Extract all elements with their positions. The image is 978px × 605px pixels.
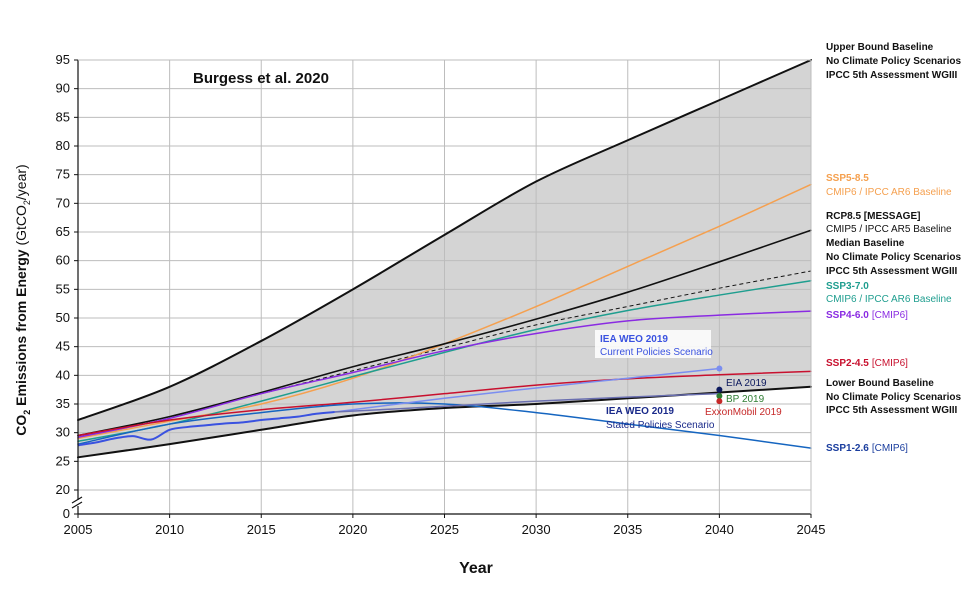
y-axis-title-unit-a: (GtCO <box>13 205 29 246</box>
legend-ssp370-line-1: SSP3-7.0 <box>826 281 869 292</box>
y-tick-label-30: 30 <box>56 425 70 440</box>
legend-upper-line-3: IPCC 5th Assessment WGIII <box>826 70 958 81</box>
plot-area <box>77 59 812 514</box>
point-marker-exxonmobil <box>716 398 723 405</box>
x-tick-label-2040: 2040 <box>705 522 734 537</box>
legend-upper-line-1: Upper Bound Baseline <box>826 42 934 53</box>
legend-ssp126: SSP1-2.6 [CMIP6] <box>826 443 908 454</box>
x-tick-label-2045: 2045 <box>797 522 826 537</box>
y-tick-label-55: 55 <box>56 281 70 296</box>
x-tick-label-2025: 2025 <box>430 522 459 537</box>
legend-lower-line-2: No Climate Policy Scenarios <box>826 392 961 403</box>
annotation-iea-stated-policies: IEA WEO 2019 Stated Policies Scenario <box>606 406 715 431</box>
y-tick-label-20: 20 <box>56 482 70 497</box>
x-tick-label-2030: 2030 <box>522 522 551 537</box>
y-tick-label-0: 0 <box>63 506 70 521</box>
chart-title: Burgess et al. 2020 <box>193 70 329 87</box>
legend-upper-bound: Upper Bound Baseline No Climate Policy S… <box>826 42 961 81</box>
y-tick-label-45: 45 <box>56 339 70 354</box>
legend-lower-line-3: IPCC 5th Assessment WGIII <box>826 405 958 416</box>
y-axis-title-co: CO <box>13 415 29 436</box>
legend-ssp245-label: SSP2-4.5 [CMIP6] <box>826 358 908 369</box>
y-tick-label-40: 40 <box>56 367 70 382</box>
iea-scenario-end-point-1 <box>716 365 723 372</box>
annotation-iea-current-policies: IEA WEO 2019 Current Policies Scenario <box>595 330 713 358</box>
legend-rcp85-line-1: RCP8.5 [MESSAGE] <box>826 211 920 222</box>
annotation-iea-stated-line-2: Stated Policies Scenario <box>606 420 715 431</box>
legend-ssp245: SSP2-4.5 [CMIP6] <box>826 358 908 369</box>
legend-ssp585-line-1: SSP5-8.5 <box>826 173 869 184</box>
legend-ssp460-label: SSP4-6.0 [CMIP6] <box>826 310 908 321</box>
legend-ssp126-name: SSP1-2.6 <box>826 443 869 454</box>
x-tick-label-2005: 2005 <box>64 522 93 537</box>
y-tick-label-90: 90 <box>56 81 70 96</box>
legend-ssp126-label: SSP1-2.6 [CMIP6] <box>826 443 908 454</box>
y-axis-title-rest: Emissions from Energy <box>13 246 29 410</box>
axis-break-gap <box>72 500 84 506</box>
annotation-iea-current-bg <box>595 330 711 358</box>
point-marker-bp <box>716 392 723 399</box>
series-line-ssp126 <box>77 402 812 449</box>
series-line-upper-bound <box>77 59 812 422</box>
y-tick-label-95: 95 <box>56 52 70 67</box>
x-tick-label-2010: 2010 <box>155 522 184 537</box>
axes: 2005 2010 2015 2020 2025 2030 2035 2040 20450202… <box>56 52 826 537</box>
x-tick-label-2035: 2035 <box>613 522 642 537</box>
historical-emissions-line <box>77 411 335 447</box>
y-axis-title-unit-b: /year) <box>13 164 29 200</box>
point-marker-eia <box>716 386 723 393</box>
legend-ssp585: SSP5-8.5 CMIP6 / IPCC AR6 Baseline <box>826 173 952 198</box>
iea-scenario-line-1 <box>334 367 720 413</box>
legend-median-line-2: No Climate Policy Scenarios <box>826 252 961 263</box>
legend-lower-bound: Lower Bound Baseline No Climate Policy S… <box>826 378 961 416</box>
series-line-ssp245 <box>77 370 812 437</box>
point-label-bp: BP 2019 <box>726 394 765 405</box>
y-tick-label-80: 80 <box>56 138 70 153</box>
legend-lower-line-1: Lower Bound Baseline <box>826 378 934 389</box>
legend-upper-line-2: No Climate Policy Scenarios <box>826 56 961 67</box>
point-label-eia: EIA 2019 <box>726 378 767 389</box>
legend-ssp245-name: SSP2-4.5 <box>826 358 869 369</box>
x-tick-label-2020: 2020 <box>338 522 367 537</box>
legend-ssp370: SSP3-7.0 CMIP6 / IPCC AR6 Baseline <box>826 281 952 305</box>
legend-ssp585-line-2: CMIP6 / IPCC AR6 Baseline <box>826 187 952 198</box>
y-tick-label-70: 70 <box>56 195 70 210</box>
legend-rcp85: RCP8.5 [MESSAGE] CMIP5 / IPCC AR5 Baseli… <box>826 211 961 277</box>
y-tick-label-25: 25 <box>56 453 70 468</box>
legend-ssp126-tag: [CMIP6] <box>872 443 908 454</box>
y-axis-title: CO2 Emissions from Energy (GtCO2/year) <box>13 164 32 435</box>
axis-break-mark-1 <box>71 496 83 504</box>
legend-median-line-1: Median Baseline <box>826 238 905 249</box>
annotation-iea-stated-line-1: IEA WEO 2019 <box>606 406 674 417</box>
point-label-exxonmobil: ExxonMobil 2019 <box>705 407 782 418</box>
iea-scenario-line-2 <box>334 392 720 413</box>
y-tick-label-50: 50 <box>56 310 70 325</box>
legend-ssp460-tag: [CMIP6] <box>872 310 908 321</box>
y-axis-title-unit-sub: 2 <box>22 200 32 205</box>
series-line-ssp370 <box>77 279 812 443</box>
y-tick-label-65: 65 <box>56 224 70 239</box>
y-tick-label-75: 75 <box>56 167 70 182</box>
legend-ssp245-tag: [CMIP6] <box>872 358 908 369</box>
legend-rcp85-line-2: CMIP5 / IPCC AR5 Baseline <box>826 224 952 235</box>
y-tick-label-85: 85 <box>56 109 70 124</box>
y-axis-title-sub: 2 <box>22 410 32 415</box>
legend-median-line-3: IPCC 5th Assessment WGIII <box>826 266 958 277</box>
legend-ssp460-name: SSP4-6.0 <box>826 310 869 321</box>
axis-break-mark-2 <box>71 501 83 509</box>
y-tick-label-35: 35 <box>56 396 70 411</box>
series-line-rcp85-median <box>77 229 812 437</box>
legend-ssp370-line-2: CMIP6 / IPCC AR6 Baseline <box>826 294 952 305</box>
legend-ssp460: SSP4-6.0 [CMIP6] <box>826 310 908 321</box>
annotation-iea-current-line-1: IEA WEO 2019 <box>600 334 668 345</box>
x-tick-label-2015: 2015 <box>247 522 276 537</box>
annotation-iea-current-line-2: Current Policies Scenario <box>600 347 713 358</box>
x-axis-title: Year <box>459 560 493 577</box>
series-line-ssp460 <box>77 310 812 439</box>
y-tick-label-60: 60 <box>56 253 70 268</box>
